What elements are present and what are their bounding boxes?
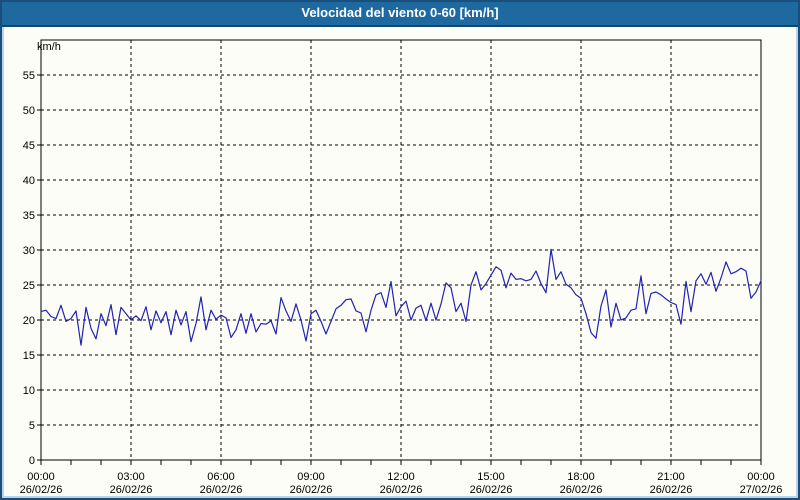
y-axis-unit-label: km/h (37, 41, 61, 53)
x-date-label: 26/02/26 (200, 484, 243, 496)
y-tick-label: 0 (29, 455, 35, 467)
x-date-label: 26/02/26 (380, 484, 423, 496)
window-titlebar: Velocidad del viento 0-60 [km/h] (0, 0, 800, 27)
x-date-label: 26/02/26 (560, 484, 603, 496)
wind-speed-line (40, 248, 762, 346)
y-tick-label: 50 (23, 105, 35, 117)
y-tick-label: 45 (23, 140, 35, 152)
x-time-label: 09:00 (297, 471, 325, 483)
y-tick-label: 10 (23, 385, 35, 397)
x-time-label: 18:00 (567, 471, 595, 483)
x-time-label: 21:00 (657, 471, 685, 483)
x-time-label: 12:00 (387, 471, 415, 483)
x-time-label: 06:00 (207, 471, 235, 483)
x-date-label: 27/02/26 (740, 484, 783, 496)
y-tick-label: 35 (23, 210, 35, 222)
x-date-label: 26/02/26 (290, 484, 333, 496)
chart-panel (4, 27, 796, 496)
y-tick-label: 5 (29, 420, 35, 432)
x-time-label: 03:00 (117, 471, 145, 483)
x-time-label: 15:00 (477, 471, 505, 483)
y-tick-label: 15 (23, 350, 35, 362)
y-tick-label: 30 (23, 245, 35, 257)
x-date-label: 26/02/26 (470, 484, 513, 496)
x-date-label: 26/02/26 (110, 484, 153, 496)
x-date-label: 26/02/26 (20, 484, 63, 496)
plot-frame (40, 39, 762, 461)
y-tick-label: 25 (23, 280, 35, 292)
x-time-label: 00:00 (27, 471, 55, 483)
y-tick-label: 20 (23, 315, 35, 327)
x-date-label: 26/02/26 (650, 484, 693, 496)
y-tick-label: 40 (23, 175, 35, 187)
y-tick-label: 55 (23, 70, 35, 82)
x-time-label: 00:00 (747, 471, 775, 483)
window-title: Velocidad del viento 0-60 [km/h] (301, 5, 499, 20)
